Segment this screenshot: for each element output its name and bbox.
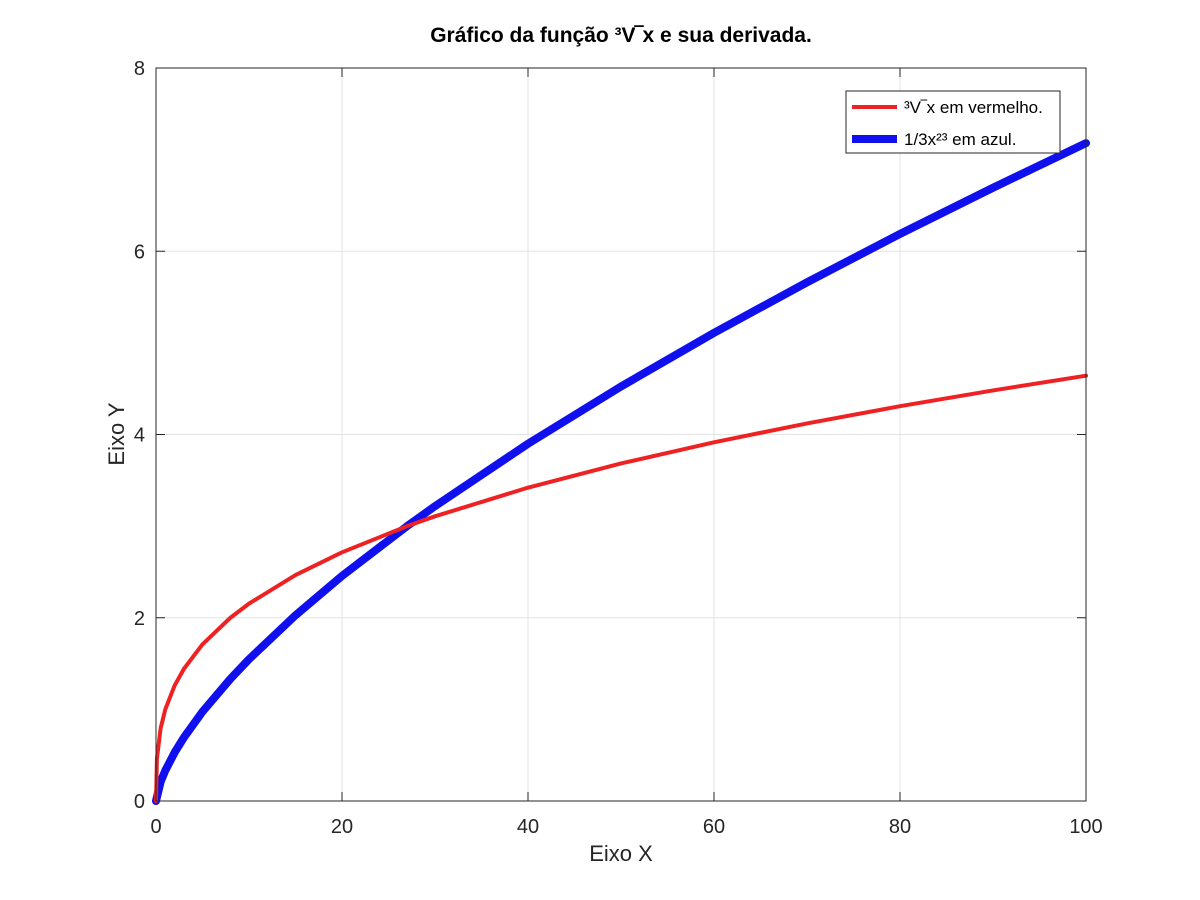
axis-ticks: 0 20 40 60 80 100 0 2 4 6 8 — [134, 58, 1103, 838]
legend-label-blue: 1/3x²³ em azul. — [904, 130, 1016, 149]
chart-title: Gráfico da função ³V‾x e sua derivada. — [430, 24, 812, 47]
x-axis-label: Eixo X — [589, 841, 653, 866]
series-line-blue — [152, 139, 1090, 805]
y-tick-label: 0 — [134, 791, 145, 813]
x-tick-label: 0 — [150, 816, 161, 838]
y-tick-label: 2 — [134, 608, 145, 630]
legend-label-red: ³V‾x em vermelho. — [904, 98, 1043, 117]
x-tick-label: 40 — [517, 816, 539, 838]
x-tick-label: 60 — [703, 816, 725, 838]
y-tick-label: 4 — [134, 425, 145, 447]
series-line-red — [154, 373, 1088, 803]
y-tick-label: 6 — [134, 241, 145, 263]
x-tick-label: 80 — [889, 816, 911, 838]
x-tick-label: 100 — [1069, 816, 1102, 838]
series-layer — [152, 139, 1090, 805]
legend: ³V‾x em vermelho. 1/3x²³ em azul. — [845, 90, 1061, 154]
grid-lines — [156, 68, 1086, 801]
y-axis-label: Eixo Y — [104, 402, 129, 466]
y-tick-label: 8 — [134, 58, 145, 80]
x-tick-label: 20 — [331, 816, 353, 838]
